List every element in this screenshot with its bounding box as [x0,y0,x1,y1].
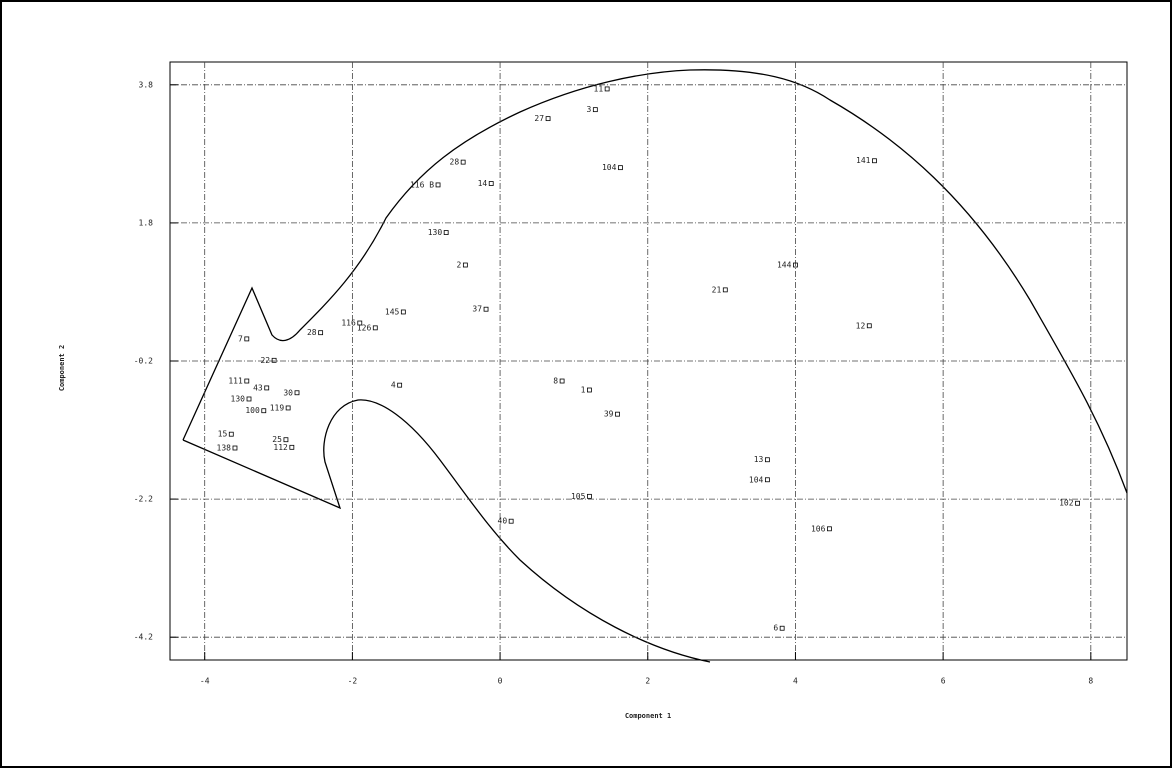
arrow-outline [183,70,1127,493]
point-label: 130 [428,228,443,237]
x-tick-label: -4 [200,677,210,686]
point-label: 11 [594,84,604,93]
point [265,386,269,390]
point-label: 111 [228,377,243,386]
point [286,406,290,410]
point-label: 30 [283,388,293,397]
point-label: 105 [571,492,586,501]
point-label: 145 [385,307,400,316]
point-label: 40 [498,517,508,526]
point-label: 126 [357,323,372,332]
point [262,409,266,413]
x-tick-label: -2 [348,677,358,686]
point-label: 13 [754,455,764,464]
point-label: 141 [856,156,871,165]
point [484,307,488,311]
point-label: 15 [218,430,228,439]
point-label: 3 [587,105,592,114]
point [401,310,405,314]
page: Component 1 Component 2 -4 -2 0 2 4 6 8 3.8 1.8 -… [0,0,1172,768]
point [245,379,249,383]
point-label: 28 [307,328,317,337]
point [229,432,233,436]
point [436,183,440,187]
x-tick-label: 8 [1088,677,1093,686]
point [1076,501,1080,505]
y-tick-label: -4.2 [134,633,153,642]
point-label: 4 [391,381,396,390]
point [765,478,769,482]
point-label: 22 [260,356,270,365]
point-label: 116 [341,319,356,328]
point [444,231,448,235]
point [615,412,619,416]
point-label: 112 [273,443,288,452]
point [780,626,784,630]
y-tick-label: 1.8 [139,218,154,227]
point [765,458,769,462]
point [284,438,288,442]
point-label: 12 [856,321,866,330]
point [398,383,402,387]
x-tick-label: 2 [645,677,650,686]
point-label: 100 [245,406,260,415]
point-label: 39 [604,410,614,419]
point [373,326,377,330]
point-label: 144 [777,261,792,270]
point [295,391,299,395]
point-label: 8 [553,377,558,386]
point [546,117,550,121]
point [245,337,249,341]
point [489,182,493,186]
point [867,324,871,328]
y-tick-label: -0.2 [134,357,153,366]
chart: Component 1 Component 2 -4 -2 0 2 4 6 8 3.8 1.8 -… [0,0,1172,768]
point [723,288,727,292]
point-label: 1 [581,386,586,395]
point [560,379,564,383]
point-label: 130 [231,394,246,403]
point [233,446,237,450]
point-label: 119 [270,403,285,412]
point-label: 106 [811,524,826,533]
point [319,331,323,335]
y-tick-label: -2.2 [134,495,153,504]
point [247,397,251,401]
point-label: 138 [217,444,232,453]
point [463,263,467,267]
point-label: 7 [238,334,243,343]
x-axis-label: Component 1 [625,712,671,720]
point-label: 28 [450,158,460,167]
point [587,388,591,392]
point [827,527,831,531]
point [618,166,622,170]
point-label: 21 [712,285,722,294]
point [461,160,465,164]
point-label: 2 [457,261,462,270]
frame [1,1,1171,767]
y-tick-label: 3.8 [139,80,154,89]
point [272,358,276,362]
point [587,494,591,498]
arrow-outline [183,400,710,662]
point-label: 27 [534,114,544,123]
point [872,159,876,163]
point-label: 37 [472,305,482,314]
point-label: 6 [773,624,778,633]
point [509,519,513,523]
point-label: 116 B [410,180,434,189]
point-label: 104 [602,163,617,172]
point [290,445,294,449]
x-tick-label: 4 [793,677,798,686]
x-tick-label: 6 [941,677,946,686]
y-axis-label: Component 2 [58,345,66,391]
point-label: 102 [1059,499,1074,508]
point-label: 43 [253,383,263,392]
x-tick-label: 0 [498,677,503,686]
point [605,87,609,91]
point-label: 104 [749,475,764,484]
point-label: 14 [478,179,488,188]
point [593,108,597,112]
